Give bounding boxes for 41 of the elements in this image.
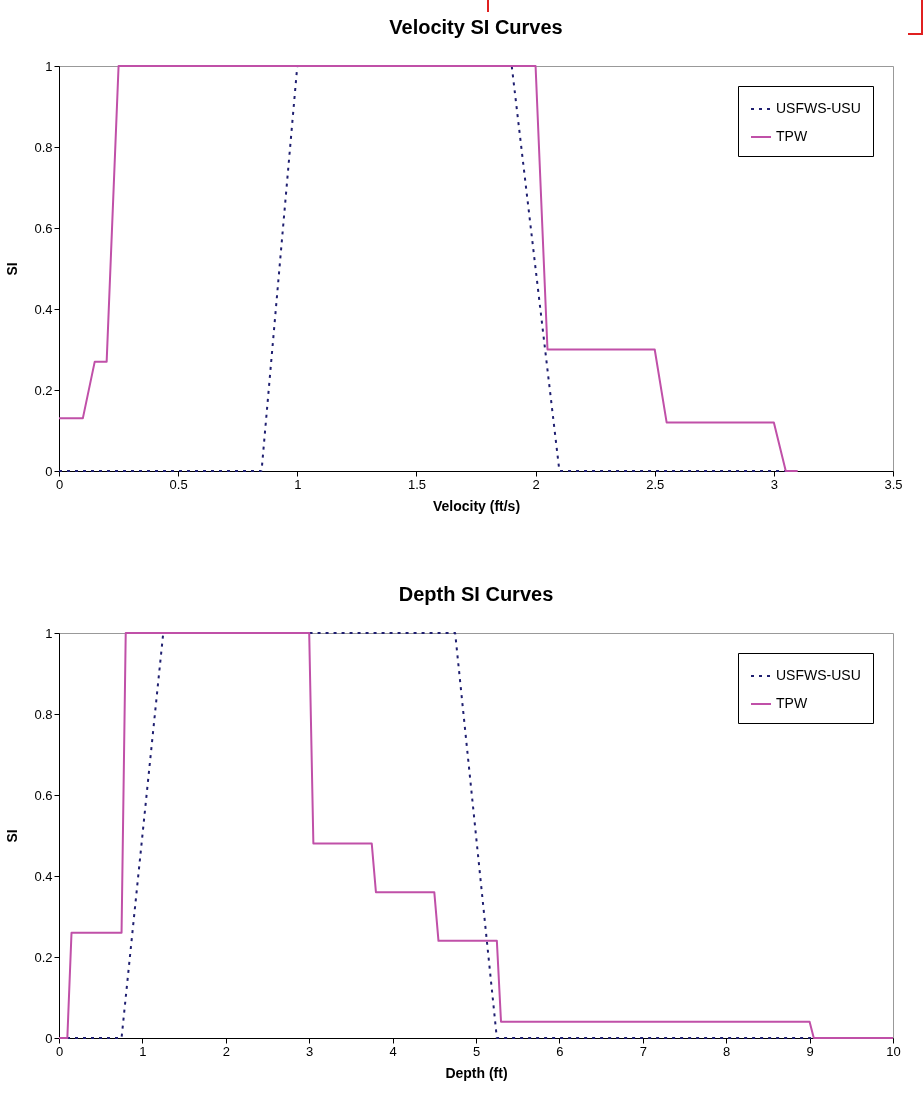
y-tick-label: 0.8 [34, 139, 53, 155]
legend-label: USFWS-USU [776, 667, 861, 683]
y-tick-label: 0.6 [34, 220, 53, 236]
legend-label: TPW [776, 695, 808, 711]
y-tick-label: 0.8 [34, 706, 53, 722]
x-axis-title: Depth (ft) [445, 1064, 508, 1081]
chart-title: Depth SI Curves [398, 583, 554, 605]
x-tick-label: 0.5 [169, 476, 188, 492]
y-tick-label: 1 [45, 58, 53, 74]
x-tick-label: 4 [389, 1043, 397, 1059]
y-tick-label: 0.6 [34, 787, 53, 803]
y-tick-label: 0.4 [34, 868, 53, 884]
x-axis-title: Velocity (ft/s) [432, 497, 521, 514]
y-tick-label: 0.4 [34, 301, 53, 317]
x-tick-label: 6 [556, 1043, 564, 1059]
x-tick-label: 7 [639, 1043, 647, 1059]
x-tick-label: 1 [294, 476, 302, 492]
x-tick-label: 1 [139, 1043, 147, 1059]
x-tick-label: 2.5 [646, 476, 665, 492]
y-axis-title: SI [4, 262, 21, 276]
x-tick-label: 0 [55, 1043, 64, 1059]
x-tick-label: 3.5 [884, 476, 903, 492]
y-axis-title: SI [4, 829, 21, 843]
x-tick-label: 2 [532, 476, 540, 492]
x-tick-label: 0 [55, 476, 64, 492]
x-tick-label: 1.5 [407, 476, 426, 492]
legend-label: USFWS-USU [776, 100, 861, 116]
x-tick-label: 3 [770, 476, 778, 492]
x-tick-label: 9 [806, 1043, 814, 1059]
x-tick-label: 10 [886, 1043, 901, 1059]
y-tick-label: 1 [45, 625, 53, 641]
legend-label: TPW [776, 128, 808, 144]
x-tick-label: 5 [472, 1043, 481, 1059]
y-tick-label: 0 [45, 463, 53, 479]
y-tick-label: 0 [45, 1030, 53, 1046]
x-tick-label: 8 [723, 1043, 731, 1059]
chart-title: Velocity SI Curves [389, 16, 563, 38]
y-tick-label: 0.2 [34, 949, 53, 965]
x-tick-label: 2 [222, 1043, 230, 1059]
x-tick-label: 3 [306, 1043, 314, 1059]
y-tick-label: 0.2 [34, 382, 53, 398]
